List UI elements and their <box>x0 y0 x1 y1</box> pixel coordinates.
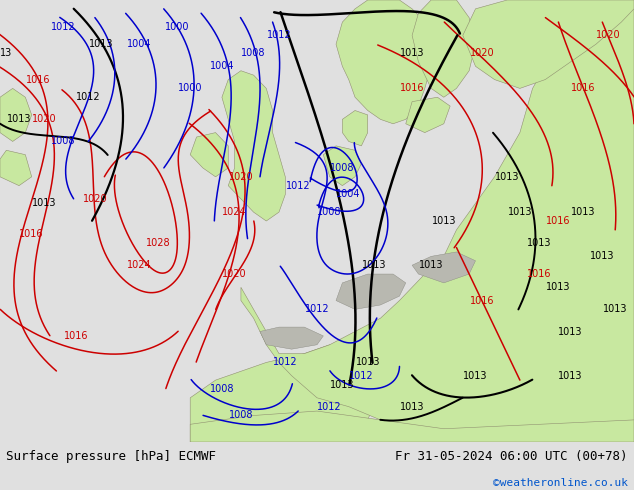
Text: 1013: 1013 <box>89 39 113 49</box>
Text: 1008: 1008 <box>51 136 75 147</box>
Text: 1016: 1016 <box>26 74 50 85</box>
Text: 1013: 1013 <box>362 260 386 270</box>
Text: 1013: 1013 <box>330 380 354 390</box>
Text: 1013: 1013 <box>508 207 532 217</box>
Polygon shape <box>222 71 285 221</box>
Text: ©weatheronline.co.uk: ©weatheronline.co.uk <box>493 478 628 488</box>
Text: 1013: 1013 <box>527 238 551 248</box>
Text: 1012: 1012 <box>267 30 291 40</box>
Text: 1016: 1016 <box>571 83 595 94</box>
Text: 1020: 1020 <box>229 172 253 182</box>
Text: 1013: 1013 <box>400 402 424 412</box>
Text: 1013: 1013 <box>495 172 519 182</box>
Text: Fr 31-05-2024 06:00 UTC (00+78): Fr 31-05-2024 06:00 UTC (00+78) <box>395 450 628 463</box>
Text: 1013: 1013 <box>356 357 380 368</box>
Text: 1012: 1012 <box>51 22 75 31</box>
Text: 1008: 1008 <box>318 207 342 217</box>
Polygon shape <box>190 411 634 442</box>
Polygon shape <box>260 327 323 349</box>
Polygon shape <box>406 97 450 133</box>
Text: 1020: 1020 <box>470 48 494 58</box>
Text: 1012: 1012 <box>273 357 297 368</box>
Text: 1012: 1012 <box>305 304 329 315</box>
Polygon shape <box>336 274 406 309</box>
Text: 1008: 1008 <box>330 163 354 173</box>
Text: 1012: 1012 <box>77 92 101 102</box>
Text: 1013: 1013 <box>546 282 570 293</box>
Polygon shape <box>412 0 476 97</box>
Text: 1013: 1013 <box>32 198 56 208</box>
Text: 1020: 1020 <box>83 194 107 204</box>
Text: 1004: 1004 <box>210 61 234 72</box>
Text: Surface pressure [hPa] ECMWF: Surface pressure [hPa] ECMWF <box>6 450 216 463</box>
Text: 1008: 1008 <box>229 411 253 420</box>
Text: 1004: 1004 <box>127 39 152 49</box>
Polygon shape <box>241 0 634 442</box>
Text: 1024: 1024 <box>127 260 152 270</box>
Text: 1016: 1016 <box>470 295 494 306</box>
Text: 1016: 1016 <box>400 83 424 94</box>
Text: 1013: 1013 <box>571 207 595 217</box>
Polygon shape <box>190 133 228 177</box>
Polygon shape <box>323 146 361 186</box>
Text: 1016: 1016 <box>20 229 44 239</box>
Text: 1012: 1012 <box>286 181 310 191</box>
Text: 1004: 1004 <box>337 190 361 199</box>
Text: 1016: 1016 <box>527 269 551 279</box>
Text: 1008: 1008 <box>242 48 266 58</box>
Text: 1012: 1012 <box>349 371 373 381</box>
Text: 1008: 1008 <box>210 384 234 394</box>
Text: 1028: 1028 <box>146 238 171 248</box>
Text: 1013: 1013 <box>7 114 31 124</box>
Polygon shape <box>336 0 431 124</box>
Text: 1020: 1020 <box>597 30 621 40</box>
Polygon shape <box>190 345 380 442</box>
Text: 1016: 1016 <box>546 216 570 226</box>
Polygon shape <box>463 0 634 88</box>
Text: 1013: 1013 <box>603 304 627 315</box>
Text: 1013: 1013 <box>419 260 443 270</box>
Text: 1013: 1013 <box>400 48 424 58</box>
Text: 1024: 1024 <box>223 207 247 217</box>
Text: 1012: 1012 <box>318 402 342 412</box>
Text: 1013: 1013 <box>432 216 456 226</box>
Text: 1013: 1013 <box>590 251 614 261</box>
Text: 1000: 1000 <box>165 22 190 31</box>
Polygon shape <box>0 88 32 142</box>
Text: 13: 13 <box>0 48 13 58</box>
Text: 1020: 1020 <box>32 114 56 124</box>
Polygon shape <box>412 252 476 283</box>
Text: 1013: 1013 <box>559 371 583 381</box>
Text: 1020: 1020 <box>223 269 247 279</box>
Text: 1013: 1013 <box>559 326 583 337</box>
Polygon shape <box>342 111 368 146</box>
Text: 1013: 1013 <box>463 371 488 381</box>
Text: 1000: 1000 <box>178 83 202 94</box>
Polygon shape <box>0 150 32 186</box>
Text: 1016: 1016 <box>64 331 88 341</box>
